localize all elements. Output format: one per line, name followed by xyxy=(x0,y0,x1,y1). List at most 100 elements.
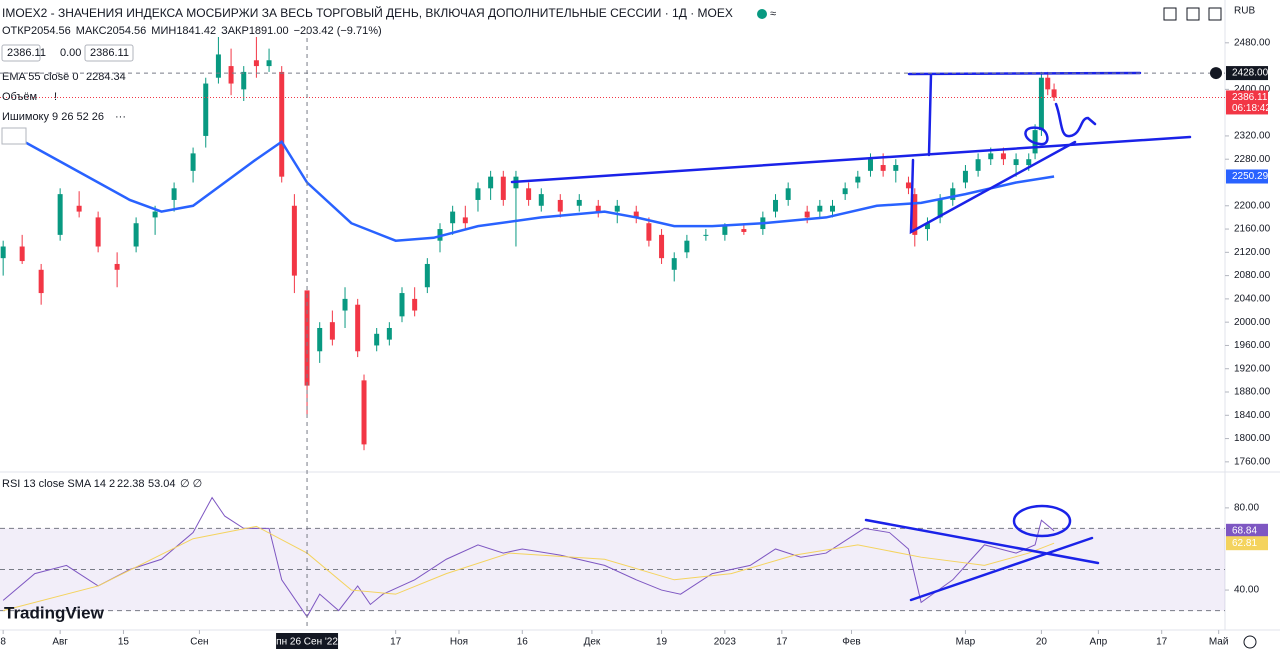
plot xyxy=(0,36,1225,618)
candle-body xyxy=(399,293,405,317)
box xyxy=(1,44,41,62)
x-tick-label: Мар xyxy=(956,637,976,648)
candle-body xyxy=(355,304,361,352)
x-tick-label: 2023 xyxy=(714,637,737,648)
x-tick-label: Ноя xyxy=(450,637,468,648)
price-boxes: 2386.11 0.00 2386.11 xyxy=(1,44,134,62)
x-tick-label: Май xyxy=(1209,637,1229,648)
candle-body xyxy=(450,211,456,224)
y-tick-label: 1840.00 xyxy=(1234,410,1271,421)
x-tick-label: Фев xyxy=(842,637,860,648)
drawing xyxy=(1012,504,1072,538)
candle-body xyxy=(1045,77,1051,90)
candle-body xyxy=(386,327,392,340)
box-text: 2386.11 xyxy=(7,47,46,59)
candle-body xyxy=(722,226,728,235)
candle-body xyxy=(975,159,981,171)
candle-body xyxy=(526,188,532,200)
y-tick-label: 1920.00 xyxy=(1234,363,1271,374)
candle-body xyxy=(614,205,620,212)
currency: RUB xyxy=(1234,6,1255,17)
candle-body xyxy=(538,194,544,206)
icon[interactable] xyxy=(1208,7,1222,21)
candle-body xyxy=(880,165,886,171)
candle-body xyxy=(855,176,861,183)
candle-body xyxy=(1013,159,1019,166)
settings-icon[interactable] xyxy=(1243,635,1257,649)
candle-body xyxy=(988,153,994,160)
ema-legend: EMA 55 close 0 xyxy=(2,71,78,83)
candle-body xyxy=(114,263,120,270)
x-tick-label: Апр xyxy=(1090,637,1108,648)
box-text: 2386.11 xyxy=(90,47,129,59)
candle-body xyxy=(76,205,82,212)
logo: TradingView xyxy=(4,603,105,622)
drawing xyxy=(927,72,933,157)
candle-body xyxy=(317,327,323,352)
box xyxy=(84,44,134,62)
price-tag xyxy=(1226,536,1268,551)
candle-body xyxy=(817,205,823,212)
candle-body xyxy=(741,229,747,232)
x-tick-label: 17 xyxy=(776,637,788,648)
y-tick-label: 40.00 xyxy=(1234,585,1259,596)
candle-body xyxy=(203,83,209,136)
candle-body xyxy=(1000,153,1006,160)
crosshair-price-bg xyxy=(1226,66,1268,81)
drawing xyxy=(1024,126,1049,146)
icon[interactable] xyxy=(1186,7,1200,21)
candle-body xyxy=(646,223,652,241)
rsi-extra: ∅ ∅ xyxy=(180,478,202,490)
y-tick-label: 2120.00 xyxy=(1234,247,1271,258)
crosshair-plus xyxy=(1210,67,1222,80)
indicator-line xyxy=(3,525,1055,612)
candle-body xyxy=(374,333,380,346)
indicator-line xyxy=(2,129,1055,242)
candle-body xyxy=(171,188,177,200)
indicator-line xyxy=(2,496,1055,618)
price-tag-sub: 06:18:42 xyxy=(1232,103,1271,114)
candle-body xyxy=(829,205,835,212)
ichimoku-legend: Ишимоку 9 26 52 26 xyxy=(2,111,104,123)
price-tag-text: 2386.11 xyxy=(1232,92,1268,103)
candle-body xyxy=(703,234,709,236)
y-tick-label: 1760.00 xyxy=(1234,456,1271,467)
status-dot xyxy=(757,9,767,19)
y-tick-label: 2320.00 xyxy=(1234,131,1271,142)
candle-body xyxy=(500,176,506,200)
candle-body xyxy=(0,246,6,259)
x-tick-label: 17 xyxy=(390,637,402,648)
rsi-value: 22.38 xyxy=(117,478,145,490)
drawing xyxy=(510,135,1192,184)
candle-body xyxy=(329,322,335,340)
x-tick-label: 20 xyxy=(1036,637,1048,648)
y-tick-label: 1800.00 xyxy=(1234,433,1271,444)
crosshair-date: пн 26 Сен '22 xyxy=(276,637,338,648)
x-tick-label: Сен xyxy=(190,637,208,648)
candle-body xyxy=(1038,77,1044,131)
price-tag xyxy=(1226,523,1268,538)
candle-body xyxy=(842,188,848,195)
candle-body xyxy=(576,199,582,206)
candle-body xyxy=(304,290,310,386)
crosshair-price: 2428.00 xyxy=(1232,68,1269,79)
crosshair-date-bg xyxy=(276,633,339,649)
candle-body xyxy=(475,188,481,200)
ohlc-item: МАКС xyxy=(76,25,107,37)
candle-body xyxy=(488,176,494,189)
candle-body xyxy=(215,54,221,78)
price-tag-text: 2250.29 xyxy=(1232,171,1269,182)
ohlc-item: МИН xyxy=(151,25,176,37)
candle-body xyxy=(1026,159,1032,166)
icon[interactable] xyxy=(1163,7,1177,21)
y-tick-label: 2040.00 xyxy=(1234,294,1271,305)
candle-body xyxy=(905,182,911,189)
candle-body xyxy=(557,199,563,212)
candle-body xyxy=(342,298,348,311)
candle-body xyxy=(804,211,810,218)
ohlc-item: ОТКР xyxy=(2,25,31,37)
candle-body xyxy=(57,194,63,235)
ohlc-legend: ОТКР 2054.56 МАКС 2054.56 МИН 1841.42 ЗАКР 1891… xyxy=(2,25,382,37)
collapse-button[interactable] xyxy=(1,127,27,145)
